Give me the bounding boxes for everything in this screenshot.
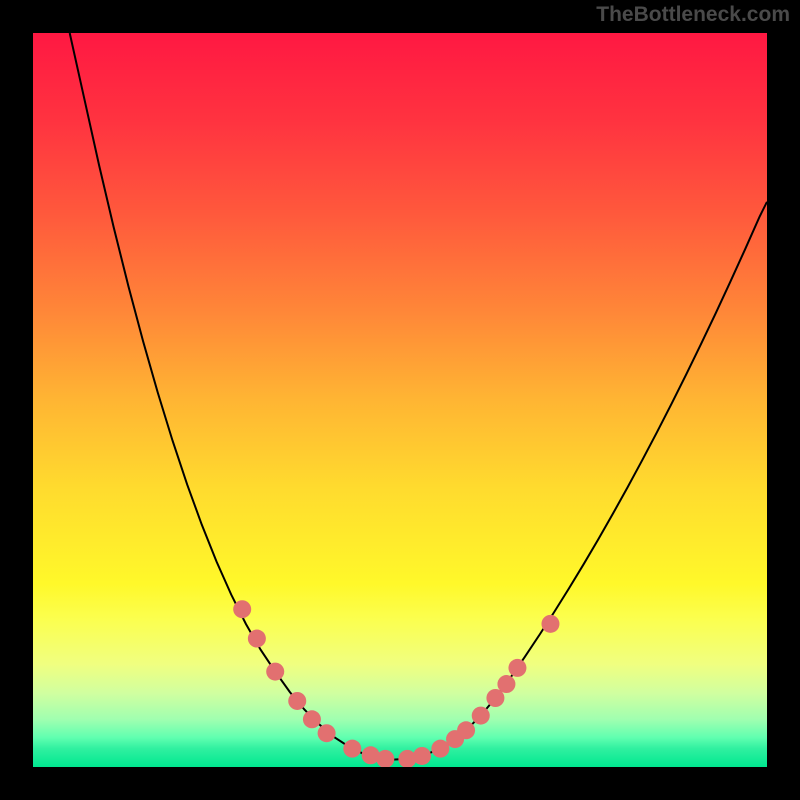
data-marker — [508, 659, 526, 677]
data-marker — [497, 675, 515, 693]
bottleneck-chart — [33, 33, 767, 767]
data-marker — [413, 747, 431, 765]
data-marker — [472, 707, 490, 725]
data-marker — [318, 724, 336, 742]
data-marker — [541, 615, 559, 633]
data-marker — [303, 710, 321, 728]
data-marker — [233, 600, 251, 618]
data-marker — [248, 630, 266, 648]
gradient-background — [33, 33, 767, 767]
data-marker — [457, 721, 475, 739]
data-marker — [343, 740, 361, 758]
data-marker — [288, 692, 306, 710]
data-marker — [266, 663, 284, 681]
watermark-text: TheBottleneck.com — [596, 3, 790, 27]
